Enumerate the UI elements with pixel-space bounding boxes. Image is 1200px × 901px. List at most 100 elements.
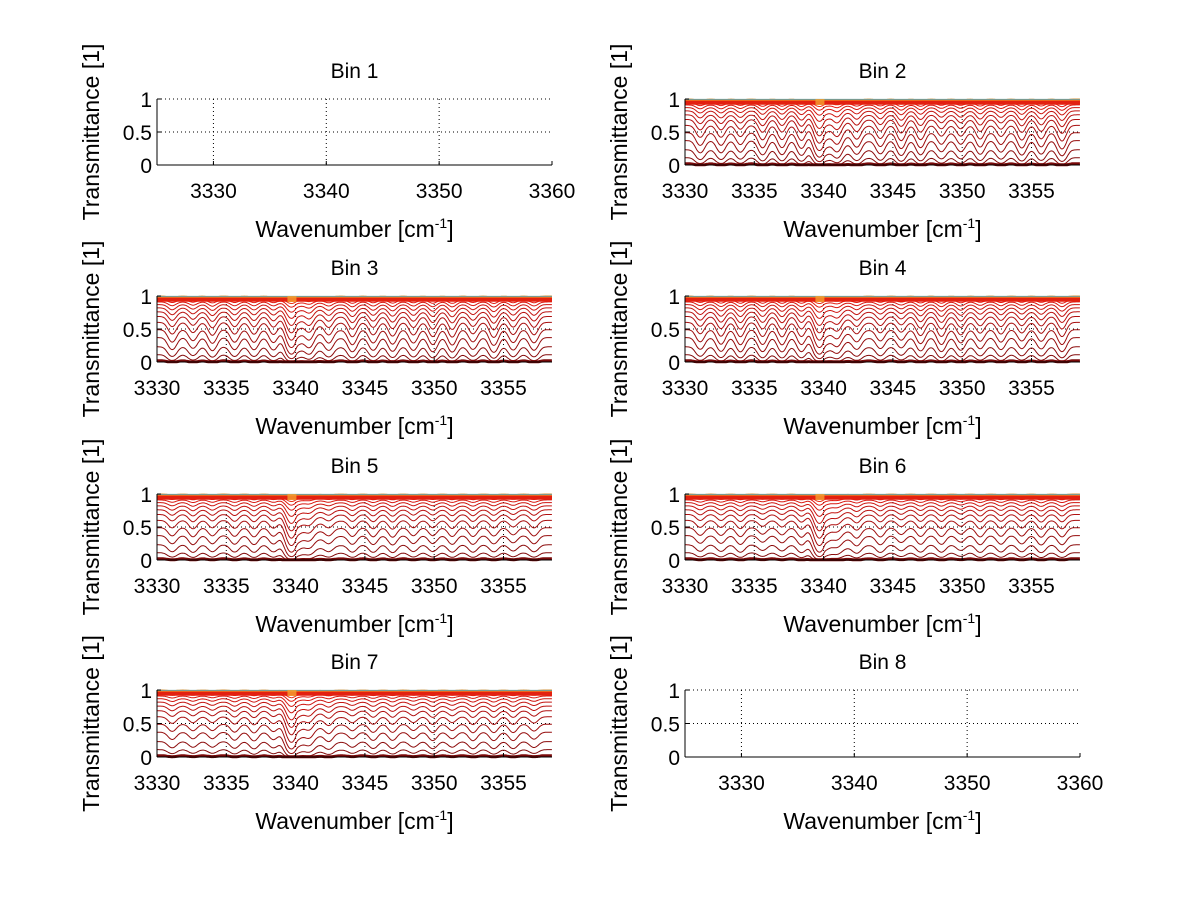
subplot-title: Bin 1 [331,60,379,83]
spectrum-line-11 [157,716,552,743]
spectrum-line-9 [156,311,552,334]
x-tick-label: 3330 [190,180,237,203]
spectrum-line-13 [685,140,1080,163]
x-tick-label: 3350 [939,377,986,400]
subplot-bin-8: 0 0.5 1 3330 3340 3350 3360 Bin 8 Wavenumber [cm… [606,635,1103,834]
plot-area [685,494,1080,560]
y-axis-label: Transmittance [1] [606,44,632,221]
spectrum-line-8 [157,307,552,326]
strong-line-highlight [815,296,825,302]
y-tick-label: 1 [668,286,680,309]
spectrum-line-15 [684,354,1080,363]
spectrum-line-9 [157,705,552,728]
y-tick-label: 1 [668,484,680,507]
spectrum-line-7 [157,698,552,714]
x-axis-label: Wavenumber [cm-1] [783,412,981,439]
subplot-bin-2: 0 0.5 1 3330 3335 3340 3345 3350 3355 Bin 2 Wavenu… [606,44,1080,242]
spectrum-line-7 [685,304,1080,319]
spectrum-line-7 [157,502,552,517]
x-tick-label: 3335 [203,377,250,400]
y-tick-label: 0.5 [123,319,152,342]
spectra-group [684,295,1080,364]
spectrum-line-11 [157,519,552,546]
y-tick-label: 0.5 [651,714,680,737]
x-tick-label: 3330 [718,772,765,795]
spectrum-line-8 [685,505,1080,524]
x-tick-label: 3350 [411,377,458,400]
spectrum-line-15 [157,552,552,561]
spectrum-line-11 [685,519,1080,546]
x-tick-label: 3360 [1057,772,1104,795]
x-axis-label: Wavenumber [cm-1] [255,807,453,834]
x-tick-label: 3345 [342,772,389,795]
x-tick-label: 3340 [800,180,847,203]
x-tick-label: 3340 [272,575,319,598]
subplot-title: Bin 2 [859,60,907,83]
y-tick-label: 0 [668,155,680,178]
spectrum-line-9 [684,311,1080,334]
spectrum-line-10 [685,514,1080,539]
x-axis-label: Wavenumber [cm-1] [783,807,981,834]
x-axis-label: Wavenumber [cm-1] [783,215,981,242]
x-tick-label: 3340 [272,772,319,795]
spectrum-line-15 [685,552,1080,561]
y-axis-label: Transmittance [1] [606,439,632,616]
y-tick-label: 1 [668,680,680,703]
plot-area [685,296,1080,362]
y-tick-label: 0 [140,550,152,573]
plot-area [157,99,552,165]
x-tick-label: 3345 [870,575,917,598]
spectrum-line-9 [685,509,1080,532]
spectrum-line-6 [685,104,1080,116]
spectra-group [685,493,1080,562]
subplot-title: Bin 3 [331,257,379,280]
x-tick-label: 3345 [870,377,917,400]
spectrum-line-6 [157,301,552,313]
spectrum-line-10 [157,710,552,736]
spectrum-line-14 [685,149,1080,165]
spectra-group [156,295,552,364]
spectrum-line-14 [685,544,1080,560]
spectrum-line-14 [157,544,552,560]
x-tick-label: 3335 [731,575,778,598]
spectrum-line-8 [685,307,1080,326]
x-axis-label: Wavenumber [cm-1] [255,610,453,637]
plot-area [685,99,1080,165]
spectrum-line-12 [685,132,1080,158]
y-tick-label: 0.5 [651,517,680,540]
spectrum-line-10 [157,316,552,341]
x-tick-label: 3350 [416,180,463,203]
x-tick-label: 3340 [303,180,350,203]
x-tick-label: 3340 [800,377,847,400]
x-tick-label: 3350 [411,772,458,795]
x-tick-label: 3335 [731,377,778,400]
x-tick-label: 3330 [134,575,181,598]
spectrum-line-8 [157,505,552,524]
y-tick-label: 0 [140,352,152,375]
subplot-bin-5: 0 0.5 1 3330 3335 3340 3345 3350 3355 Bin 5 Wavenu… [78,439,552,637]
subplot-title: Bin 7 [331,651,379,674]
spectrum-line-6 [157,499,552,511]
subplot-bin-6: 0 0.5 1 3330 3335 3340 3345 3350 3355 Bin 6 Wavenu… [606,439,1080,637]
spectrum-line-11 [685,321,1080,348]
x-tick-label: 3350 [411,575,458,598]
strong-line-highlight [287,494,297,500]
spectrum-line-12 [157,527,552,553]
x-axis-label: Wavenumber [cm-1] [255,412,453,439]
y-tick-label: 0 [668,352,680,375]
x-tick-label: 3345 [870,180,917,203]
spectrum-line-6 [685,301,1080,313]
spectrum-line-6 [685,499,1080,511]
subplot-title: Bin 5 [331,455,379,478]
spectrum-line-8 [157,701,552,721]
y-tick-label: 0.5 [651,122,680,145]
plot-area [685,690,1080,757]
spectrum-line-13 [157,337,552,360]
y-tick-label: 1 [140,89,152,112]
x-tick-label: 3355 [480,377,527,400]
strong-line-highlight [287,690,297,696]
spectrum-line-12 [685,527,1080,553]
spectrum-line-9 [684,114,1080,137]
spectrum-line-11 [685,124,1080,151]
y-tick-label: 1 [140,680,152,703]
